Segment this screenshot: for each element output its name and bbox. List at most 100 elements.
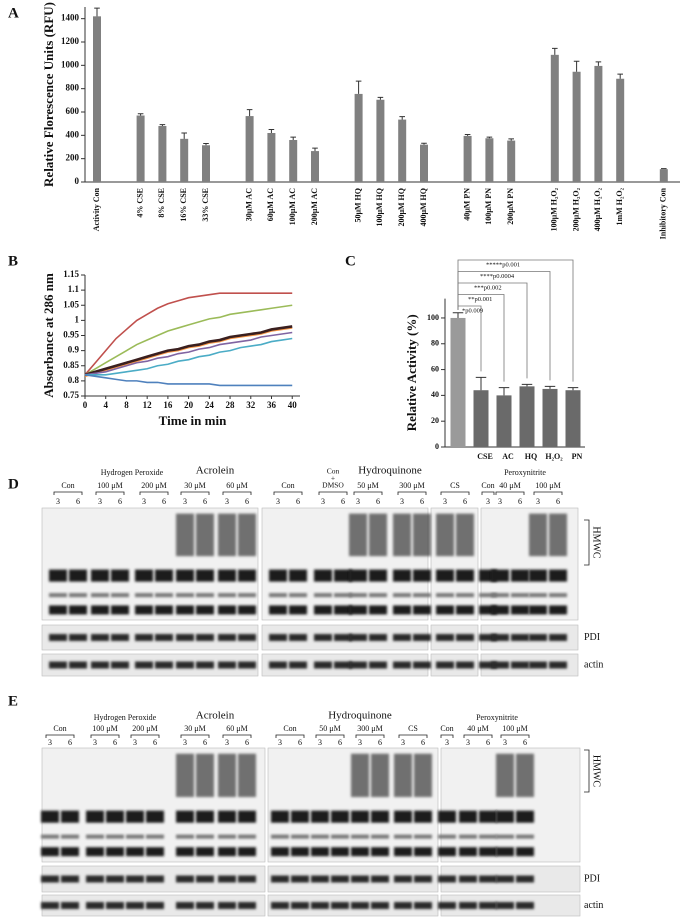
bar [519,386,535,447]
bar [463,135,472,182]
band [91,634,109,641]
band [311,847,329,857]
y-tick-label: 600 [66,106,80,116]
band [196,902,214,909]
group-bracket [440,491,470,495]
error-bar [475,376,487,391]
error-bar [268,129,275,133]
band [413,569,431,582]
band [349,661,367,669]
band [289,569,307,582]
error-bar [567,387,579,391]
x-tick-label: 60μM AC [266,188,275,221]
lane-label: 3 [358,738,362,747]
group-label: Con [481,481,494,490]
lane-label: 6 [556,497,560,506]
band [196,847,214,857]
lane-label: 6 [378,738,382,747]
band [41,875,59,883]
significance-label: ***p0.002 [474,284,502,291]
band [146,834,164,839]
band [491,661,509,669]
error-bar [290,136,296,140]
band [436,569,454,582]
band [479,875,497,883]
group-bracket [180,734,210,738]
band [413,634,431,641]
x-tick-label: 24 [205,400,215,410]
band [291,847,309,857]
band [529,661,547,669]
band [456,634,474,641]
y-tick-label: 1.1 [68,284,80,294]
band [314,634,332,641]
band [176,810,194,823]
error-bar [181,132,187,139]
y-tick-label: 0.8 [68,375,80,385]
error-bar [661,168,667,170]
significance-label: **p0.001 [468,296,492,303]
bar [376,99,385,182]
y-tick-label: 0.95 [63,330,79,340]
band [438,902,456,909]
band [196,810,214,823]
band [479,834,497,839]
band [238,847,256,857]
lane-label: 3 [318,738,322,747]
lane-label: 3 [356,497,360,506]
group-bracket [315,734,345,738]
lane-label: 6 [203,738,207,747]
band [106,875,124,883]
lane-label: 3 [183,738,187,747]
bar [594,65,603,182]
band [218,875,236,883]
band [459,810,477,823]
band [369,661,387,669]
error-bar [521,383,533,387]
band [41,902,59,909]
band [413,593,431,598]
band [196,661,214,669]
band [218,661,236,669]
lane-label: 3 [278,738,282,747]
lane-label: 6 [162,497,166,506]
error-bar [377,96,384,100]
group-label: 40 μM [499,481,520,490]
line-series [84,327,293,378]
bar [93,16,101,183]
x-tick-label: 4 [103,400,108,410]
band [49,605,67,615]
bar [450,317,466,447]
band [238,810,256,823]
lane-label: 3 [183,497,187,506]
band [238,569,256,582]
lane-label: 6 [245,738,249,747]
band [269,569,287,582]
band [69,593,87,598]
error-bar [203,143,209,146]
band [413,661,431,669]
treatment-header: Acrolein [196,465,235,477]
hmw-smear [529,513,547,557]
row-label: actin [584,900,603,911]
band [456,593,474,598]
band [135,661,153,669]
error-bar [544,385,556,389]
lane-label: 3 [225,738,229,747]
x-tick-label: PN [572,452,583,461]
band [334,569,352,582]
error-bar [464,134,471,136]
band [155,661,173,669]
line-series [85,337,293,376]
group-label: CS [450,481,460,490]
bar [616,78,625,182]
band [61,834,79,839]
x-tick-label: 8% CSE [157,188,166,218]
band [438,847,456,857]
bar [420,144,428,182]
y-axis-label: Relative Activity (%) [404,314,419,431]
band [511,593,529,598]
hmw-smear [413,513,431,557]
x-tick-label: 200μM AC [310,188,319,225]
x-tick-label: 50μM HQ [353,188,362,223]
